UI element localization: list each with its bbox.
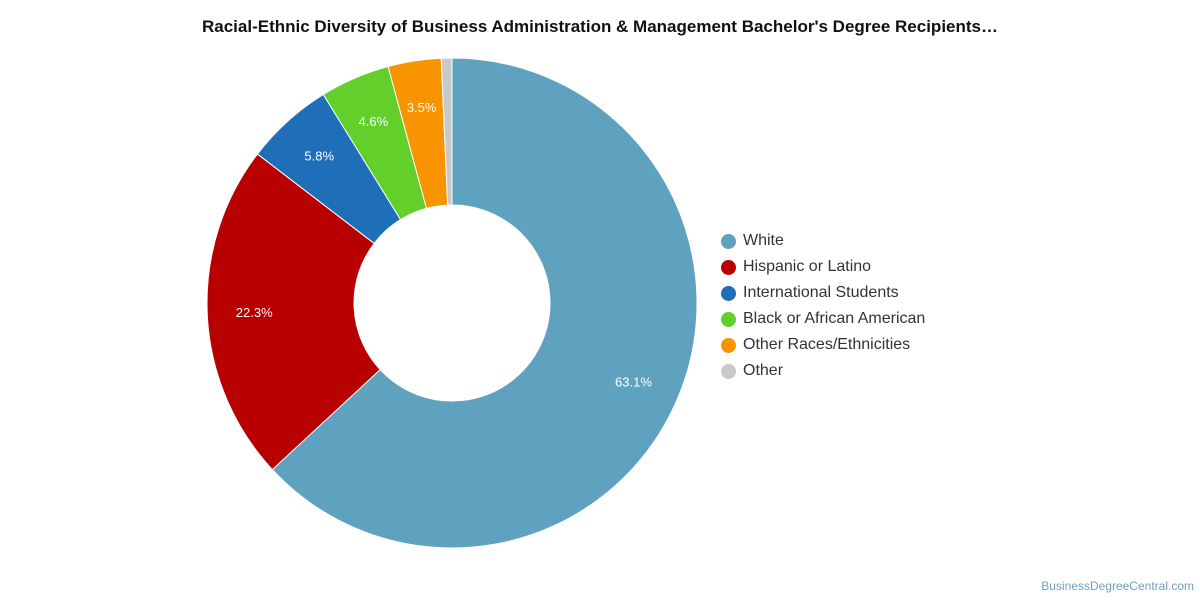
donut-slice-labels: 63.1% 22.3% 5.8% 4.6% 3.5% [236, 100, 653, 390]
legend-item[interactable]: Other [721, 358, 925, 384]
legend-label: Hispanic or Latino [743, 258, 872, 275]
donut-slice-white[interactable] [271, 57, 698, 549]
legend-item[interactable]: Hispanic or Latino [721, 254, 925, 280]
slice-value-label: 3.5% [407, 100, 437, 115]
slice-value-label: 4.6% [359, 114, 389, 129]
donut-slice-other[interactable] [440, 57, 453, 206]
legend-item[interactable]: Other Races/Ethnicities [721, 332, 925, 358]
source-credit[interactable]: BusinessDegreeCentral.com [1041, 579, 1194, 593]
slice-value-label: 63.1% [615, 375, 652, 390]
slice-value-label: 22.3% [236, 305, 273, 320]
legend-item[interactable]: International Students [721, 280, 925, 306]
chart-title: Racial-Ethnic Diversity of Business Admi… [201, 17, 998, 36]
donut-slices [206, 57, 698, 549]
legend-marker-icon [721, 311, 736, 327]
legend-marker-icon [721, 285, 736, 301]
legend-item[interactable]: Black or African American [721, 306, 925, 332]
slice-value-label: 5.8% [304, 149, 334, 164]
legend-label: White [743, 232, 784, 249]
legend-marker-icon [721, 259, 736, 275]
legend-marker-icon [721, 233, 736, 249]
legend-label: Black or African American [743, 310, 926, 327]
legend-marker-icon [721, 363, 736, 379]
legend-label: International Students [743, 284, 899, 301]
legend-item[interactable]: White [721, 228, 925, 254]
donut-slice-hispanic-or-latino[interactable] [206, 153, 381, 471]
chart-legend: White Hispanic or Latino International Stu… [721, 228, 925, 384]
legend-label: Other [743, 362, 784, 379]
legend-marker-icon [721, 337, 736, 353]
legend-label: Other Races/Ethnicities [743, 336, 911, 353]
